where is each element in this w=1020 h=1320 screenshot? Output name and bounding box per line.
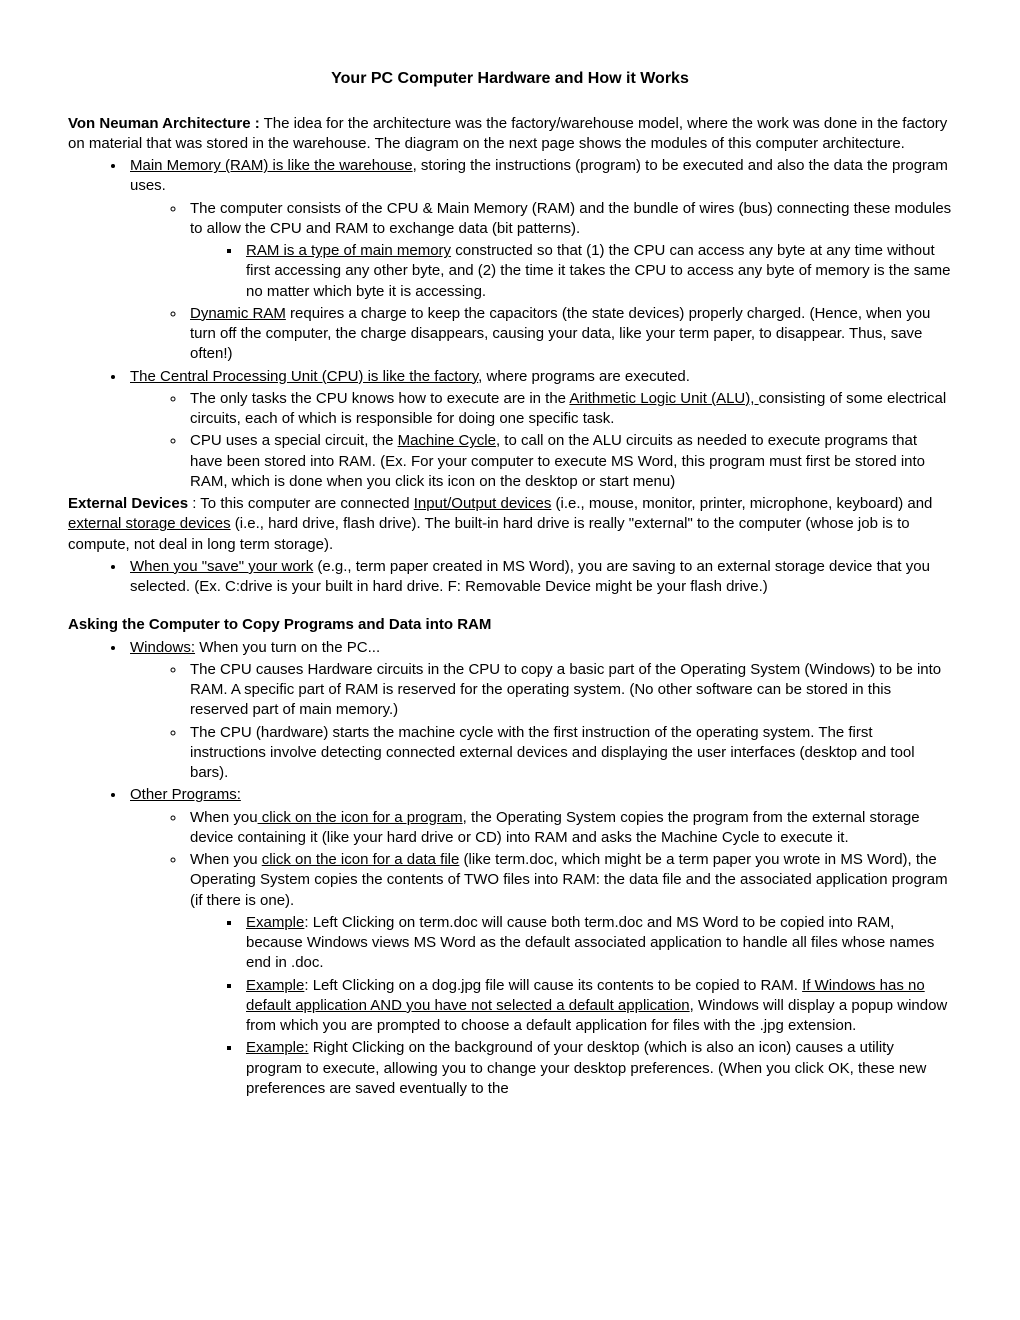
paragraph-von-neuman: Von Neuman Architecture : The idea for t… xyxy=(68,114,952,155)
sublist: RAM is a type of main memory constructed… xyxy=(190,241,952,302)
text-underline: click on the icon for a program xyxy=(258,809,463,826)
list-item: When you "save" your work (e.g., term pa… xyxy=(126,557,952,598)
text-underline: Windows: xyxy=(130,639,195,656)
text: The CPU (hardware) starts the machine cy… xyxy=(190,724,915,782)
list-item: The CPU causes Hardware circuits in the … xyxy=(186,660,952,721)
text-underline: When you "save" your work xyxy=(130,558,313,575)
list-architecture: Main Memory (RAM) is like the warehouse,… xyxy=(68,156,952,492)
list-item: The only tasks the CPU knows how to exec… xyxy=(186,389,952,430)
sublist: When you click on the icon for a program… xyxy=(130,808,952,1100)
text-underline: Example xyxy=(246,977,304,994)
text-bold: Asking the Computer to Copy Programs and… xyxy=(68,616,491,633)
text-underline: Input/Output devices xyxy=(414,495,552,512)
list-item: The computer consists of the CPU & Main … xyxy=(186,199,952,302)
heading-external-devices: External Devices xyxy=(68,495,188,512)
sublist: Example: Left Clicking on term.doc will … xyxy=(190,913,952,1099)
list-item: Dynamic RAM requires a charge to keep th… xyxy=(186,304,952,365)
list-item: Other Programs: When you click on the ic… xyxy=(126,785,952,1099)
sublist: The CPU causes Hardware circuits in the … xyxy=(130,660,952,784)
text: The computer consists of the CPU & Main … xyxy=(190,200,951,237)
text: (i.e., mouse, monitor, printer, micropho… xyxy=(551,495,932,512)
list-external: When you "save" your work (e.g., term pa… xyxy=(68,557,952,598)
list-item: When you click on the icon for a data fi… xyxy=(186,850,952,1099)
text-underline: Example: xyxy=(246,1039,309,1056)
text-underline: external storage devices xyxy=(68,515,231,532)
text-underline: Arithmetic Logic Unit (ALU), xyxy=(569,390,758,407)
list-item: Example: Left Clicking on a dog.jpg file… xyxy=(242,976,952,1037)
text-underline: Example xyxy=(246,914,304,931)
list-item: RAM is a type of main memory constructed… xyxy=(242,241,952,302)
list-ram: Windows: When you turn on the PC... The … xyxy=(68,638,952,1100)
text-underline: Dynamic RAM xyxy=(190,305,286,322)
list-item: Example: Left Clicking on term.doc will … xyxy=(242,913,952,974)
heading-von-neuman: Von Neuman Architecture : xyxy=(68,115,260,132)
text: : Left Clicking on a dog.jpg file will c… xyxy=(304,977,802,994)
text: When you turn on the PC... xyxy=(195,639,380,656)
text-underline: Machine Cycle xyxy=(398,432,496,449)
sublist: The only tasks the CPU knows how to exec… xyxy=(130,389,952,492)
text-underline: Other Programs: xyxy=(130,786,241,803)
text: The CPU causes Hardware circuits in the … xyxy=(190,661,941,719)
text-underline: RAM is a type of main memory xyxy=(246,242,451,259)
sublist: The computer consists of the CPU & Main … xyxy=(130,199,952,365)
text: , where programs are executed. xyxy=(478,368,690,385)
text: When you xyxy=(190,851,262,868)
text: : To this computer are connected xyxy=(188,495,414,512)
list-item: When you click on the icon for a program… xyxy=(186,808,952,849)
heading-asking-computer: Asking the Computer to Copy Programs and… xyxy=(68,615,952,635)
list-item: Example: Right Clicking on the backgroun… xyxy=(242,1038,952,1099)
text: requires a charge to keep the capacitors… xyxy=(190,305,930,363)
text: CPU uses a special circuit, the xyxy=(190,432,398,449)
text-underline: The Central Processing Unit (CPU) is lik… xyxy=(130,368,478,385)
list-item: CPU uses a special circuit, the Machine … xyxy=(186,431,952,492)
list-item: Windows: When you turn on the PC... The … xyxy=(126,638,952,784)
text: When you xyxy=(190,809,258,826)
page-title: Your PC Computer Hardware and How it Wor… xyxy=(68,68,952,90)
text-underline: click on the icon for a data file xyxy=(262,851,460,868)
paragraph-external-devices: External Devices : To this computer are … xyxy=(68,494,952,555)
text: The only tasks the CPU knows how to exec… xyxy=(190,390,569,407)
list-item: Main Memory (RAM) is like the warehouse,… xyxy=(126,156,952,365)
list-item: The Central Processing Unit (CPU) is lik… xyxy=(126,367,952,493)
text-underline: Main Memory (RAM) is like the warehouse xyxy=(130,157,413,174)
text: : Left Clicking on term.doc will cause b… xyxy=(246,914,934,972)
text: Right Clicking on the background of your… xyxy=(246,1039,926,1097)
list-item: The CPU (hardware) starts the machine cy… xyxy=(186,723,952,784)
